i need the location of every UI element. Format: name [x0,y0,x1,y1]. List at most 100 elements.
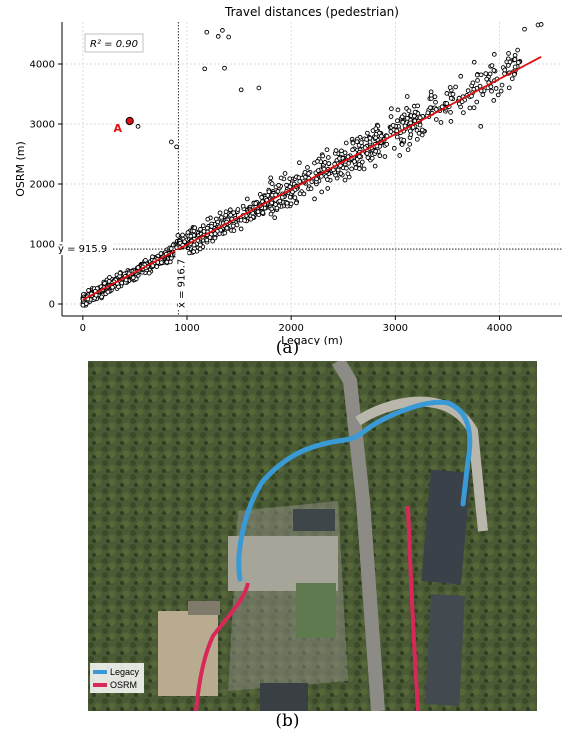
data-point [255,209,261,215]
data-point [433,99,438,105]
data-point [325,186,331,191]
data-point [512,57,518,62]
data-point [219,215,224,220]
data-point [244,196,250,202]
data-point [364,151,370,156]
data-point [448,119,454,124]
data-point [259,195,265,200]
data-point [322,160,328,165]
data-point [269,200,275,206]
data-point [201,229,207,234]
data-point [433,107,439,112]
data-point [408,132,414,137]
data-point [253,201,259,206]
building-5 [260,683,308,711]
data-point [389,106,394,112]
data-point [186,250,192,256]
data-point [365,130,370,136]
data-point [240,203,246,209]
data-point [354,139,360,145]
outlier-point [202,66,208,72]
x-tick-label: 2000 [278,323,303,334]
data-point [175,233,181,238]
outlier-point [174,144,179,150]
data-point [379,133,384,139]
data-point [325,155,331,160]
data-point [342,150,348,156]
y-tick-label: 3000 [30,120,55,131]
building-2 [425,594,465,706]
data-point [478,72,484,78]
data-point [491,68,497,73]
data-point [278,175,284,181]
data-point [338,171,344,176]
data-point [99,294,104,300]
building-3 [293,509,335,531]
x-tick-label: 3000 [383,323,408,334]
data-point [474,72,480,78]
aerial-map: Legacy OSRM [88,361,537,711]
data-point [515,47,520,53]
data-point [345,171,351,177]
osrm-route-1 [194,582,250,711]
data-point [274,205,280,211]
data-point [359,140,364,145]
data-point [294,200,299,206]
data-point [359,159,365,165]
data-point [312,196,317,202]
data-point [453,84,458,90]
data-point [207,235,213,240]
data-point [416,130,422,136]
data-point [333,148,339,153]
data-point [450,91,456,97]
x-axis-label: Legacy (m) [281,334,343,345]
mean-x-label: x̄ = 916.7 [176,259,187,308]
data-point [222,230,228,236]
data-point [260,210,266,216]
data-point [400,120,406,125]
x-tick-label: 0 [80,323,86,334]
data-point [377,153,383,159]
data-point [444,101,450,106]
road [331,361,385,711]
r2-label: R² = 0.90 [90,39,138,50]
data-point [467,105,473,111]
data-point [407,141,413,147]
outlier-point [522,26,527,32]
data-point [401,137,407,143]
data-point [471,59,477,65]
y-axis-label: OSRM (m) [14,141,27,197]
data-point [357,154,362,159]
data-point [369,155,375,161]
data-point [119,280,125,286]
data-point [204,237,210,243]
parking-lot [228,536,338,591]
data-point [353,165,359,171]
outlier-point [135,124,141,129]
mean-y-label-bg [56,242,112,256]
data-point [361,166,367,172]
data-point [339,148,344,154]
data-point [324,147,330,153]
data-point [234,222,240,228]
data-point [154,264,160,269]
sports-field [296,583,336,638]
data-point [188,233,194,239]
building-1 [421,469,471,585]
data-point [158,251,164,256]
data-point [417,122,423,128]
data-point [471,105,477,111]
data-point [448,109,453,115]
chart-title: Travel distances (pedestrian) [224,5,399,19]
data-point [350,140,356,146]
legend-label-osrm: OSRM [110,680,137,690]
data-point [86,288,91,293]
data-point [342,177,348,183]
data-point [326,161,332,166]
data-point [489,63,495,68]
data-point [407,128,413,134]
data-point [428,105,433,111]
data-point [305,165,310,170]
legacy-route [236,399,473,582]
data-point [217,210,223,216]
